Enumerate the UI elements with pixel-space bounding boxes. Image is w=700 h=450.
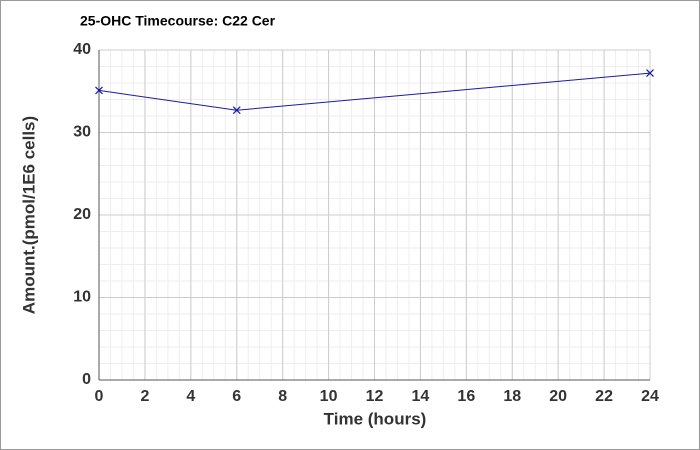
x-axis-title: Time (hours) (324, 409, 427, 428)
x-tick-label: 2 (140, 388, 149, 405)
x-tick-label: 4 (186, 388, 195, 405)
y-tick-label: 10 (73, 289, 91, 306)
x-tick-label: 24 (641, 388, 659, 405)
x-tick-label: 12 (366, 388, 384, 405)
x-tick-label: 8 (278, 388, 287, 405)
x-tick-label: 6 (232, 388, 241, 405)
x-tick-label: 16 (457, 388, 475, 405)
x-tick-label: 0 (95, 388, 104, 405)
x-tick-label: 14 (412, 388, 430, 405)
data-point (646, 69, 654, 78)
x-tick-label: 10 (320, 388, 338, 405)
data-point (95, 86, 103, 95)
x-tick-label: 22 (595, 388, 613, 405)
x-tick-label: 18 (503, 388, 521, 405)
y-tick-label: 20 (73, 206, 91, 223)
y-tick-label: 40 (73, 41, 91, 58)
y-axis-title: Amount.(pmol/1E6 cells) (19, 116, 38, 314)
y-tick-label: 30 (73, 124, 91, 141)
chart-title: 25-OHC Timecourse: C22 Cer (80, 13, 276, 29)
x-tick-label: 20 (549, 388, 567, 405)
y-tick-label: 0 (82, 371, 91, 388)
data-point (232, 106, 241, 115)
